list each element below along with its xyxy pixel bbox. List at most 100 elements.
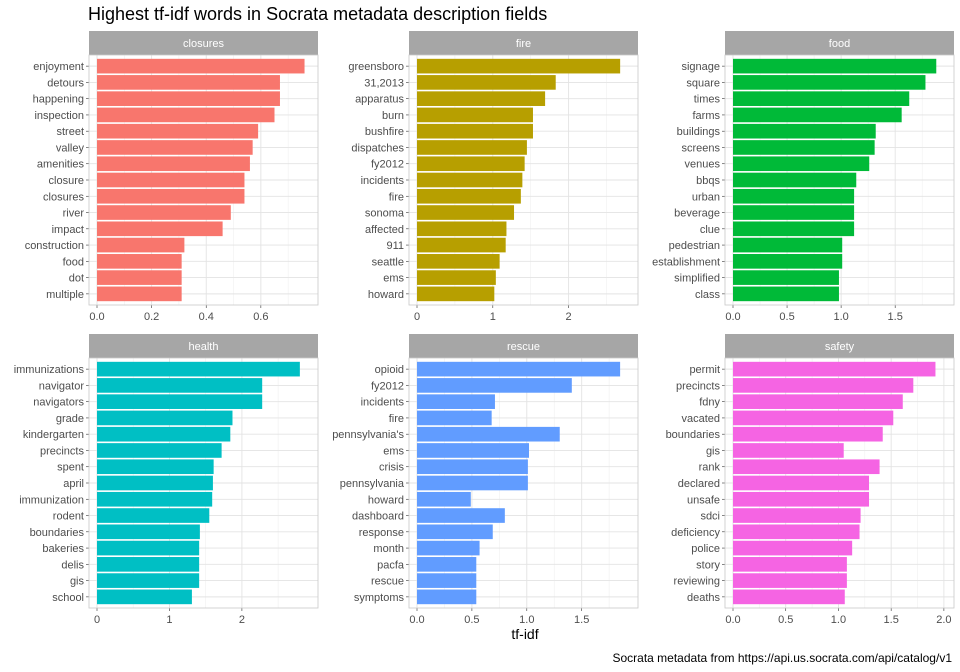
bar-closures-closure [97, 172, 245, 188]
bar-food-farms [733, 107, 902, 123]
category-label: affected [365, 224, 404, 236]
category-label: sdci [700, 511, 720, 523]
x-tick-label: 0.5 [464, 614, 479, 626]
bar-fire-dispatches [417, 140, 527, 155]
bar-rescue-crisis [417, 459, 528, 475]
category-label: times [694, 94, 721, 106]
x-tick-label: 1.0 [831, 614, 846, 626]
bar-health-immunizations [97, 361, 300, 377]
panel-border [408, 54, 639, 306]
bar-safety-deaths [733, 589, 845, 605]
category-label: police [691, 543, 720, 555]
bar-safety-rank [733, 459, 880, 475]
bar-closures-multiple [97, 286, 182, 302]
bar-rescue-symptoms [417, 589, 477, 605]
x-tick-label: 0.5 [779, 311, 794, 323]
category-label: farms [693, 110, 721, 122]
x-tick-label: 1.0 [833, 311, 848, 323]
bar-fire-31,2013 [417, 75, 556, 90]
category-label: simplified [674, 273, 720, 285]
category-label: closure [49, 175, 84, 187]
x-tick-label: 0.0 [725, 311, 740, 323]
bar-safety-declared [733, 475, 870, 491]
category-label: permit [689, 364, 720, 376]
category-label: dot [69, 273, 84, 285]
facet-strip-label: fire [516, 38, 531, 50]
bar-closures-enjoyment [97, 58, 305, 74]
category-label: precincts [676, 380, 721, 392]
facet-panel-health: health 0 1 2 immunizations navigator navigator… [14, 334, 319, 626]
bar-health-rodent [97, 508, 210, 523]
facet-strip-safety [725, 334, 954, 358]
bar-food-bbqs [733, 172, 857, 188]
facet-panel-safety: safety 0.0 0.5 1.0 1.5 2.0 permit precincts fdny… [666, 334, 955, 626]
facet-panel-closures: closures 0.0 0.2 0.4 0.6 enjoyment detours happ… [25, 31, 319, 323]
facet-strip-food [725, 31, 954, 55]
bar-food-signage [733, 58, 937, 74]
bar-safety-story [733, 557, 847, 572]
category-label: immunization [19, 494, 84, 506]
bar-closures-river [97, 205, 231, 220]
category-label: fire [389, 191, 404, 203]
category-label: dispatches [351, 142, 404, 154]
bar-fire-affected [417, 221, 507, 237]
bar-rescue-response [417, 524, 493, 540]
bar-food-square [733, 75, 926, 90]
bar-fire-fy2012 [417, 156, 525, 172]
category-label: street [56, 126, 84, 138]
bar-health-boundaries [97, 524, 200, 540]
category-label: unsafe [687, 494, 720, 506]
category-label: precincts [40, 445, 85, 457]
category-label: navigator [39, 380, 85, 392]
category-label: screens [681, 142, 720, 154]
x-tick-label: 0.0 [725, 614, 740, 626]
category-label: amenities [37, 159, 85, 171]
chart-caption: Socrata metadata from https://api.us.soc… [612, 651, 952, 665]
category-label: class [695, 289, 721, 301]
bar-safety-deficiency [733, 524, 860, 540]
category-label: enjoyment [33, 61, 84, 73]
category-label: deaths [687, 592, 721, 604]
bar-fire-fire [417, 188, 521, 204]
x-tick-label: 1 [490, 311, 496, 323]
category-label: urban [692, 191, 720, 203]
bar-health-bakeries [97, 540, 200, 556]
bar-health-april [97, 475, 213, 491]
bar-fire-apparatus [417, 91, 546, 106]
bar-safety-permit [733, 361, 936, 377]
x-tick-label: 1.5 [574, 614, 589, 626]
bar-fire-ems [417, 270, 496, 285]
category-label: boundaries [30, 527, 85, 539]
category-label: boundaries [666, 429, 721, 441]
bar-health-navigator [97, 378, 263, 393]
panel-border [408, 357, 639, 609]
x-tick-label: 1.0 [519, 614, 534, 626]
bar-fire-911 [417, 237, 506, 253]
x-tick-label: 0.0 [89, 311, 104, 323]
category-label: howard [368, 494, 404, 506]
facet-panel-fire: fire 0 1 2 greensboro 31,2013 apparatus burn bus… [348, 31, 639, 323]
category-label: delis [61, 559, 84, 571]
x-tick-label: 0.2 [144, 311, 159, 323]
bar-rescue-ems [417, 443, 529, 458]
bar-health-gis [97, 573, 200, 588]
facet-strip-closures [89, 31, 318, 55]
bar-health-kindergarten [97, 426, 231, 442]
bar-health-delis [97, 557, 200, 572]
facet-strip-fire [409, 31, 638, 55]
category-label: rodent [53, 511, 84, 523]
category-label: buildings [677, 126, 721, 138]
category-label: story [696, 559, 720, 571]
panel-border [88, 357, 319, 609]
chart-title: Highest tf-idf words in Socrata metadata… [88, 4, 548, 24]
x-tick-label: 0.6 [253, 311, 268, 323]
bar-safety-police [733, 540, 853, 556]
category-label: valley [56, 142, 85, 154]
category-label: multiple [46, 289, 84, 301]
bar-health-grade [97, 410, 233, 426]
facet-strip-label: health [189, 341, 219, 353]
category-label: ems [383, 445, 404, 457]
category-label: gis [70, 576, 85, 588]
category-label: pennsylvania [340, 478, 405, 490]
